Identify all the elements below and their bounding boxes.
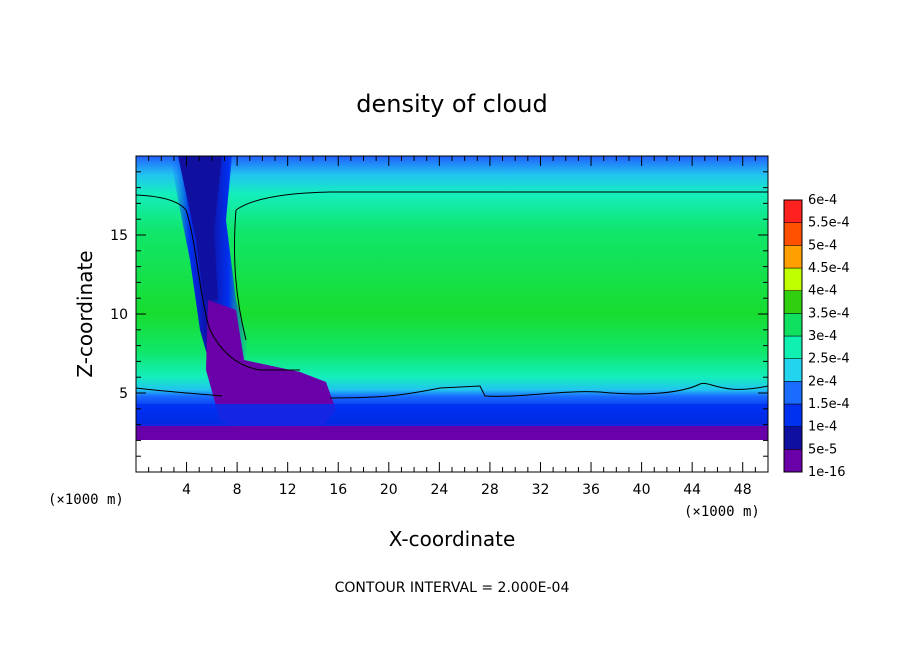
colorbar-swatch xyxy=(783,245,803,269)
colorbar-label: 1e-4 xyxy=(808,420,837,435)
y-tick-label: 10 xyxy=(110,307,128,323)
x-tick-label: 16 xyxy=(329,482,347,498)
colorbar-label: 5e-5 xyxy=(808,442,837,457)
chart-title: density of cloud xyxy=(356,90,547,118)
colorbar-swatch xyxy=(783,222,803,246)
dry-column-top xyxy=(178,156,222,300)
x-tick-label: 32 xyxy=(532,482,550,498)
x-axis-label: X-coordinate xyxy=(389,527,516,551)
base-blue-band xyxy=(136,404,768,426)
colorbar-swatch xyxy=(783,381,803,405)
x-tick-label: 24 xyxy=(430,482,448,498)
y-axis-label: Z-coordinate xyxy=(73,250,97,377)
colorbar-swatch xyxy=(783,199,803,223)
cloud-free-region xyxy=(136,440,768,472)
x-tick-label: 20 xyxy=(380,482,398,498)
colorbar-label: 5.5e-4 xyxy=(808,216,850,231)
colorbar-label: 3.5e-4 xyxy=(808,306,850,321)
colorbar-label: 4.5e-4 xyxy=(808,261,850,276)
y-tick-label: 5 xyxy=(119,386,128,402)
x-tick-label: 28 xyxy=(481,482,499,498)
colorbar-swatch xyxy=(783,335,803,359)
colorbar-label: 2e-4 xyxy=(808,374,837,389)
x-tick-label: 40 xyxy=(633,482,651,498)
contour-interval-note: CONTOUR INTERVAL = 2.000E-04 xyxy=(335,580,570,596)
colorbar-label: 5e-4 xyxy=(808,238,837,253)
colorbar-swatch xyxy=(783,267,803,291)
base-band xyxy=(136,424,768,440)
y-unit-label: (×1000 m) xyxy=(48,492,124,508)
x-tick-label: 36 xyxy=(582,482,600,498)
x-tick-label: 4 xyxy=(182,482,191,498)
contour-line-lower xyxy=(136,382,768,399)
colorbar: 1e-16 5e-5 1e-4 1.5e-4 2e-4 2.5e-4 3e-4 3.5e-4 4… xyxy=(783,193,850,480)
x-tick-label: 44 xyxy=(683,482,701,498)
contour-line-upper xyxy=(136,191,768,211)
colorbar-frame xyxy=(783,199,803,473)
contour-line-column xyxy=(185,209,300,371)
x-tick-label: 8 xyxy=(233,482,242,498)
colorbar-label: 1.5e-4 xyxy=(808,397,850,412)
colorbar-label: 3e-4 xyxy=(808,329,837,344)
colorbar-label: 6e-4 xyxy=(808,193,837,208)
x-axis: 4 8 12 16 20 24 28 32 36 40 44 48 xyxy=(148,156,756,498)
density-field xyxy=(136,156,768,472)
x-tick-label: 12 xyxy=(279,482,297,498)
x-tick-label: 48 xyxy=(734,482,752,498)
colorbar-swatch xyxy=(783,290,803,314)
colorbar-swatch xyxy=(783,403,803,427)
dry-column-core xyxy=(206,300,336,436)
colorbar-swatch xyxy=(783,358,803,382)
colorbar-label: 1e-16 xyxy=(808,465,846,480)
y-tick-label: 15 xyxy=(110,228,128,244)
colorbar-label: 2.5e-4 xyxy=(808,352,850,367)
x-unit-label: (×1000 m) xyxy=(684,504,760,520)
colorbar-label: 4e-4 xyxy=(808,284,837,299)
colorbar-swatch xyxy=(783,449,803,473)
colorbar-swatch xyxy=(783,313,803,337)
y-axis: 5 10 15 xyxy=(110,171,768,457)
colorbar-swatch xyxy=(783,426,803,450)
